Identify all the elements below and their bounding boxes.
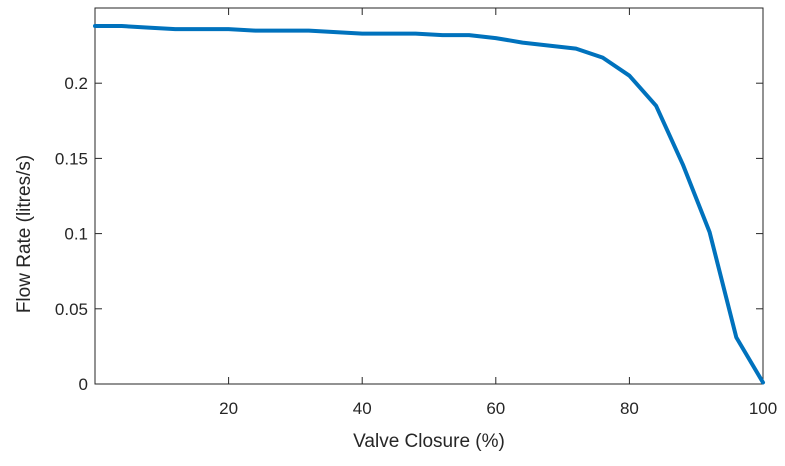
x-tick-label: 40 (353, 399, 372, 418)
series-line (95, 26, 763, 383)
y-tick-label: 0.15 (55, 149, 88, 168)
x-axis-ticks: 20 40 60 80 100 (219, 8, 777, 418)
y-axis-ticks: 0 0.05 0.1 0.15 0.2 (55, 74, 763, 394)
x-tick-label: 20 (219, 399, 238, 418)
x-axis-label: Valve Closure (%) (353, 431, 505, 452)
plot-box (95, 8, 763, 384)
x-tick-label: 60 (486, 399, 505, 418)
y-tick-label: 0.05 (55, 300, 88, 319)
x-tick-label: 100 (749, 399, 777, 418)
y-tick-label: 0 (79, 375, 88, 394)
y-tick-label: 0.2 (64, 74, 88, 93)
series-layer (95, 26, 763, 383)
y-axis-label: Flow Rate (litres/s) (14, 155, 35, 313)
y-tick-label: 0.1 (64, 225, 88, 244)
plot-frame (95, 8, 763, 384)
x-tick-label: 80 (620, 399, 639, 418)
